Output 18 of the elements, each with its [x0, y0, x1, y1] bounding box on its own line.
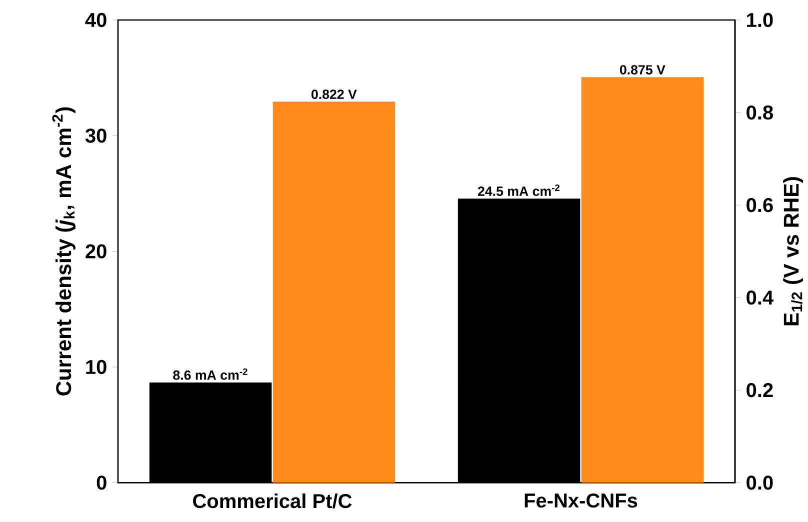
y-tick-label: 10 — [86, 360, 106, 374]
x-tick-label: Commerical Pt/C — [193, 494, 352, 509]
y2-tick-label: 0.2 — [746, 383, 773, 398]
y-tick-label: 0 — [96, 476, 106, 490]
y2-tick-label: 0.0 — [746, 476, 773, 490]
y2-tick-label: 0.8 — [746, 106, 773, 120]
data-label: 0.875 V — [620, 65, 666, 75]
y2-tick-label: 0.6 — [746, 198, 773, 212]
y2-axis-title: E$_{1/2}$ (V vs RHE) — [783, 177, 804, 326]
y2-tick-label: 1.0 — [747, 13, 773, 28]
data-label: 24.5 mA cm$^{-2}$ — [478, 184, 560, 196]
data-label: 0.822 V — [311, 90, 357, 100]
data-label: 8.6 mA cm$^{-2}$ — [173, 368, 248, 380]
y-tick-label: 20 — [86, 244, 106, 259]
x-tick-label: Fe-Nx-CNFs — [524, 494, 638, 508]
y-tick-label: 40 — [85, 13, 106, 28]
y-tick-label: 30 — [85, 128, 106, 143]
y2-tick-label: 0.4 — [746, 290, 774, 305]
